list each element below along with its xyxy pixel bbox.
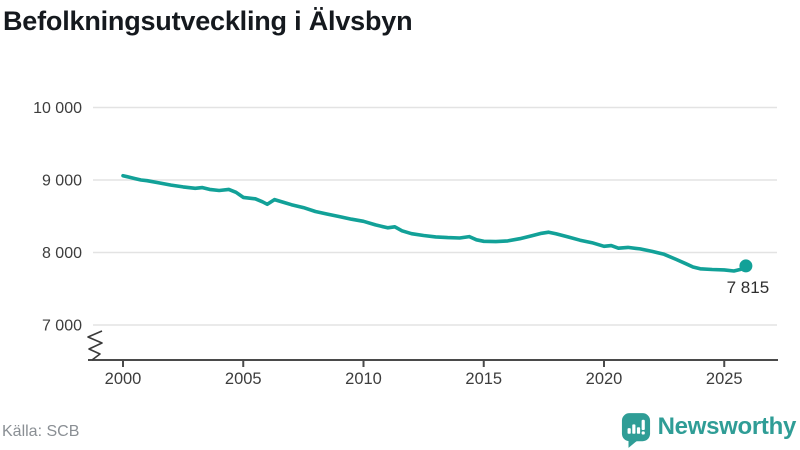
last-value-label: 7 815 (727, 278, 770, 297)
x-tick-label: 2010 (345, 370, 382, 388)
x-tick-label: 2005 (225, 370, 262, 388)
page-title: Befolkningsutveckling i Älvsbyn (3, 6, 413, 36)
x-tick-label: 2020 (586, 370, 623, 388)
source-note: Källa: SCB (2, 423, 80, 440)
x-tick-label: 2015 (465, 370, 502, 388)
gridlines (93, 106, 777, 326)
x-tick-label: 2025 (706, 370, 743, 388)
newsworthy-branding: Newsworthy (621, 411, 796, 449)
x-axis: 2000 2005 2010 2015 2020 2025 (88, 359, 778, 388)
y-tick-label: 9 000 (42, 173, 82, 190)
y-axis-labels: 7 000 8 000 9 000 10 000 (33, 100, 82, 335)
last-value-marker (739, 259, 753, 273)
bar-chart-speech-bubble-icon (621, 413, 650, 448)
branding-name: Newsworthy (657, 413, 797, 440)
axis-break-icon (87, 330, 103, 361)
y-tick-label: 8 000 (42, 245, 82, 262)
y-tick-label: 7 000 (42, 318, 82, 335)
x-tick-label: 2000 (105, 370, 142, 388)
y-tick-label: 10 000 (33, 100, 82, 117)
population-series-line (121, 173, 748, 273)
